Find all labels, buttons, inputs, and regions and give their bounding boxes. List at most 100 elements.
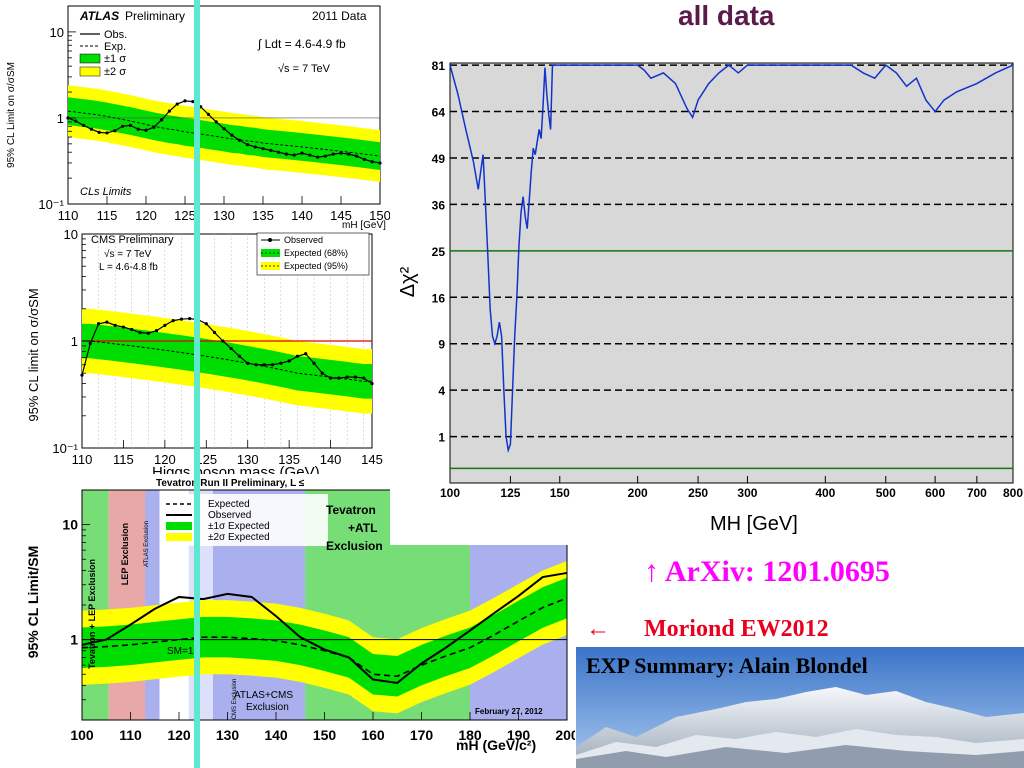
- cms-observed-point: [113, 323, 117, 327]
- atlas-expected-line: [67, 110, 381, 157]
- cms-legend-obs: Observed: [284, 235, 323, 245]
- tevatron-label-tev-lep: Tevatron + LEP Exclusion: [87, 559, 97, 669]
- cms-observed-point: [80, 373, 84, 377]
- cms-observed-point: [262, 363, 266, 367]
- atlas-ytick-label: 1: [57, 111, 64, 126]
- slide-title: all data: [678, 0, 775, 31]
- tevatron-legend-obs: Observed: [208, 510, 251, 521]
- atlas-observed-point: [362, 157, 366, 161]
- chi2-xtick-label: 500: [876, 486, 896, 500]
- cms-observed-point: [337, 376, 341, 380]
- chi2-xtick-label: 125: [500, 486, 520, 500]
- atlas-xtick-label: 110: [58, 208, 79, 223]
- tevatron-label-tevatron: Tevatron: [326, 503, 376, 517]
- atlas-ytick-label: 10⁻¹: [38, 197, 64, 212]
- tevatron-ylabel: 95% CL Limit/SM: [25, 546, 41, 659]
- tevatron-xtick-label: 170: [410, 727, 434, 743]
- cms-observed-point: [212, 330, 217, 335]
- cms-lumi: L = 4.6-4.8 fb: [99, 262, 158, 273]
- cms-xtick-label: 140: [320, 452, 342, 467]
- atlas-xtick-label: 120: [135, 208, 157, 223]
- tevatron-xtick-label: 100: [70, 727, 94, 743]
- cms-legend-obs-marker: [268, 238, 272, 242]
- cms-observed-point: [229, 346, 233, 351]
- chi2-xtick-label: 600: [925, 486, 945, 500]
- chi2-ytick-label: 81: [432, 59, 446, 73]
- chi2-ytick-label: 36: [432, 198, 446, 212]
- cms-observed-point: [221, 339, 225, 343]
- tevatron-header: Tevatron Run II Preliminary, L ≤: [156, 478, 305, 489]
- up-arrow-icon: ↑: [644, 555, 659, 588]
- atlas-observed-point: [347, 152, 351, 156]
- atlas-xlabel: mH [GeV]: [342, 220, 386, 231]
- tevatron-label-sm: SM=1: [167, 646, 194, 657]
- tevatron-observed-line: [81, 571, 568, 684]
- cms-observed-point: [287, 359, 291, 363]
- cms-observed-point: [345, 375, 349, 379]
- atlas-xtick-label: 115: [97, 208, 118, 223]
- atlas-observed-point: [230, 133, 234, 137]
- tevatron-label-cms-excl: CMS Exclusion: [232, 679, 238, 720]
- atlas-observed-point: [82, 123, 86, 127]
- cms-observed-point: [121, 325, 126, 329]
- atlas-xtick-label: 125: [174, 208, 196, 223]
- atlas-ylabel: 95% CL Limit on σ/σSM: [6, 62, 17, 168]
- tevatron-xtick-label: 110: [119, 727, 142, 743]
- atlas-observed-point: [323, 154, 327, 158]
- cms-energy: √s = 7 TeV: [104, 248, 152, 260]
- arxiv-text: ArXiv: 1201.0695: [664, 555, 890, 588]
- atlas-observed-point: [269, 148, 273, 152]
- atlas-observed-point: [136, 127, 140, 131]
- cms-observed-point: [279, 361, 283, 365]
- atlas-observed-point: [167, 109, 171, 113]
- tevatron-legend-2sigma-swatch: [166, 533, 192, 541]
- atlas-observed-point: [206, 112, 210, 116]
- atlas-observed-point: [183, 99, 187, 103]
- cms-observed-point: [328, 376, 333, 380]
- cms-observed-point: [188, 316, 192, 321]
- chi2-curve: [449, 64, 1014, 454]
- chi2-xtick-label: 150: [550, 486, 570, 500]
- chi2-plot-area: [449, 62, 1014, 484]
- chi2-ytick-label: 9: [438, 338, 445, 352]
- chi2-xtick-label: 200: [628, 486, 648, 500]
- chi2-ytick-label: 49: [432, 152, 446, 166]
- cms-observed-point: [353, 375, 358, 379]
- chi2-xtick-label: 100: [440, 486, 460, 500]
- atlas-footer: CLs Limits: [80, 186, 132, 198]
- cms-observed-point: [370, 381, 374, 386]
- cms-observed-point: [154, 329, 159, 333]
- atlas-xtick-label: 130: [213, 208, 235, 223]
- atlas-xtick-label: 150: [369, 208, 390, 223]
- cms-observed-point: [270, 363, 275, 367]
- chi2-ytick-label: 1: [438, 431, 445, 445]
- mass-marker-line: [194, 0, 200, 768]
- cms-ytick-label: 10: [64, 230, 78, 242]
- summary-text: EXP Summary: Alain Blondel: [586, 653, 868, 678]
- atlas-legend-2sigma-swatch: [79, 66, 101, 77]
- atlas-xtick-label: 140: [291, 208, 313, 223]
- atlas-observed-point: [144, 128, 148, 132]
- atlas-lumi: ∫ Ldt = 4.6-4.9 fb: [257, 37, 346, 51]
- cms-ytick-label: 10⁻¹: [52, 441, 78, 456]
- cms-observed-point: [362, 376, 366, 380]
- tevatron-band-1sigma: [82, 577, 567, 697]
- tevatron-legend-1sigma: ±1σ Expected: [208, 521, 270, 532]
- atlas-observed-point: [331, 152, 335, 156]
- cms-xtick-label: 125: [195, 452, 217, 467]
- tevatron-ytick-label: 10: [62, 517, 78, 533]
- tevatron-xtick-label: 130: [216, 727, 240, 743]
- atlas-observed-point: [74, 119, 78, 123]
- cms-observed-point: [312, 361, 316, 365]
- cms-observed-point: [179, 317, 184, 321]
- atlas-observed-point: [277, 150, 281, 154]
- cms-xtick-label: 110: [72, 452, 93, 467]
- cms-observed-point: [204, 322, 208, 326]
- chi2-ytick-label: 25: [432, 245, 446, 259]
- cms-expected-line: [82, 340, 372, 382]
- cms-observed-point: [96, 322, 101, 326]
- atlas-observed-point: [128, 123, 132, 127]
- atlas-ytick-label: 10: [50, 25, 64, 40]
- atlas-observed-point: [97, 130, 101, 134]
- tevatron-label-exclusion: Exclusion: [326, 539, 383, 553]
